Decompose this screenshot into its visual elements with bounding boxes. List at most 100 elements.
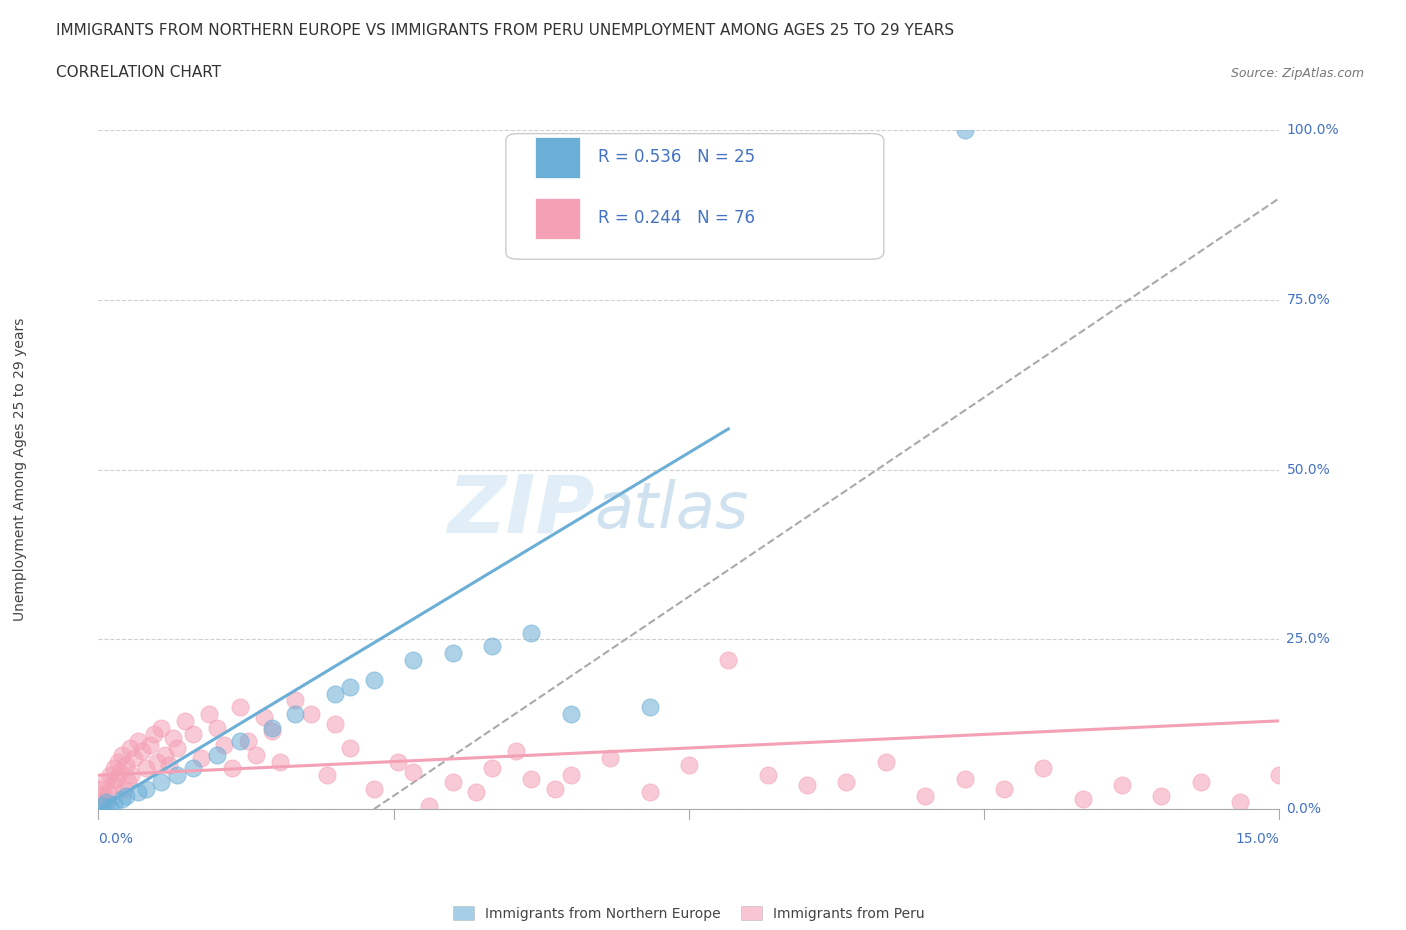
Point <box>101 777 124 792</box>
Point <box>441 645 464 660</box>
Point <box>91 798 114 813</box>
Point <box>993 781 1015 796</box>
Point <box>91 781 114 796</box>
Point <box>229 734 252 749</box>
Point <box>1111 777 1133 792</box>
Point <box>323 717 346 732</box>
Point <box>363 781 385 796</box>
Text: ZIP: ZIP <box>447 472 595 550</box>
Text: 100.0%: 100.0% <box>1286 123 1339 138</box>
Point <box>166 768 188 783</box>
Text: 0.0%: 0.0% <box>1286 802 1322 817</box>
Text: 0.0%: 0.0% <box>98 831 134 846</box>
Point <box>953 771 976 786</box>
Text: R = 0.536   N = 25: R = 0.536 N = 25 <box>598 149 755 166</box>
Point <box>1268 768 1291 783</box>
Point <box>127 785 149 800</box>
Point <box>221 761 243 776</box>
Point <box>135 781 157 796</box>
Point <box>97 785 120 800</box>
Point <box>229 699 252 714</box>
Point <box>138 737 160 752</box>
Point <box>284 693 307 708</box>
Point <box>638 699 661 714</box>
Point <box>214 737 236 752</box>
Point <box>166 740 188 755</box>
Point <box>284 707 307 722</box>
Point <box>339 680 361 695</box>
Point <box>174 713 197 728</box>
Point <box>253 710 276 724</box>
Point <box>1189 775 1212 790</box>
Point <box>363 672 385 687</box>
Point <box>107 754 129 769</box>
Point <box>1032 761 1054 776</box>
Point <box>150 775 173 790</box>
Point <box>190 751 212 765</box>
Point <box>339 740 361 755</box>
Point <box>89 788 111 803</box>
Point <box>875 754 897 769</box>
Point <box>96 775 118 790</box>
Point <box>315 768 337 783</box>
Point <box>112 781 135 796</box>
Point <box>599 751 621 765</box>
Point <box>131 744 153 759</box>
Point <box>1229 795 1251 810</box>
Point <box>181 727 204 742</box>
FancyBboxPatch shape <box>536 198 581 239</box>
Point <box>115 758 138 773</box>
Point <box>418 798 440 813</box>
Point <box>103 796 125 811</box>
Point <box>146 754 169 769</box>
Text: 50.0%: 50.0% <box>1286 462 1330 477</box>
Point <box>638 785 661 800</box>
Point <box>260 724 283 738</box>
Point <box>245 748 267 763</box>
Point <box>115 788 138 803</box>
Text: CORRELATION CHART: CORRELATION CHART <box>56 65 221 80</box>
Point <box>544 781 567 796</box>
Point <box>441 775 464 790</box>
Point <box>205 720 228 735</box>
Point <box>402 764 425 779</box>
Text: 75.0%: 75.0% <box>1286 293 1330 307</box>
Point <box>560 768 582 783</box>
Point <box>269 754 291 769</box>
Point <box>402 652 425 667</box>
Text: IMMIGRANTS FROM NORTHERN EUROPE VS IMMIGRANTS FROM PERU UNEMPLOYMENT AMONG AGES : IMMIGRANTS FROM NORTHERN EUROPE VS IMMIG… <box>56 23 955 38</box>
Point <box>260 720 283 735</box>
Point <box>1071 791 1094 806</box>
Point <box>717 652 740 667</box>
Point <box>118 740 141 755</box>
Point <box>197 707 219 722</box>
Point <box>560 707 582 722</box>
Point <box>678 758 700 773</box>
Point <box>835 775 858 790</box>
Point <box>481 639 503 654</box>
Point <box>505 744 527 759</box>
Point <box>98 768 121 783</box>
Point <box>122 751 145 765</box>
Point <box>110 764 132 779</box>
Point <box>520 625 543 640</box>
Legend: Immigrants from Northern Europe, Immigrants from Peru: Immigrants from Northern Europe, Immigra… <box>446 899 932 928</box>
Point <box>756 768 779 783</box>
Point <box>520 771 543 786</box>
Text: R = 0.244   N = 76: R = 0.244 N = 76 <box>598 209 755 228</box>
Point <box>465 785 488 800</box>
Point <box>93 791 115 806</box>
Text: Source: ZipAtlas.com: Source: ZipAtlas.com <box>1230 67 1364 80</box>
Point <box>387 754 409 769</box>
Text: atlas: atlas <box>595 479 749 541</box>
Point <box>150 720 173 735</box>
Text: Unemployment Among Ages 25 to 29 years: Unemployment Among Ages 25 to 29 years <box>13 318 27 621</box>
Point <box>155 748 177 763</box>
Point <box>181 761 204 776</box>
Point <box>205 748 228 763</box>
Point <box>914 788 936 803</box>
Point <box>236 734 259 749</box>
FancyBboxPatch shape <box>536 137 581 178</box>
Point <box>796 777 818 792</box>
Point <box>96 795 118 810</box>
